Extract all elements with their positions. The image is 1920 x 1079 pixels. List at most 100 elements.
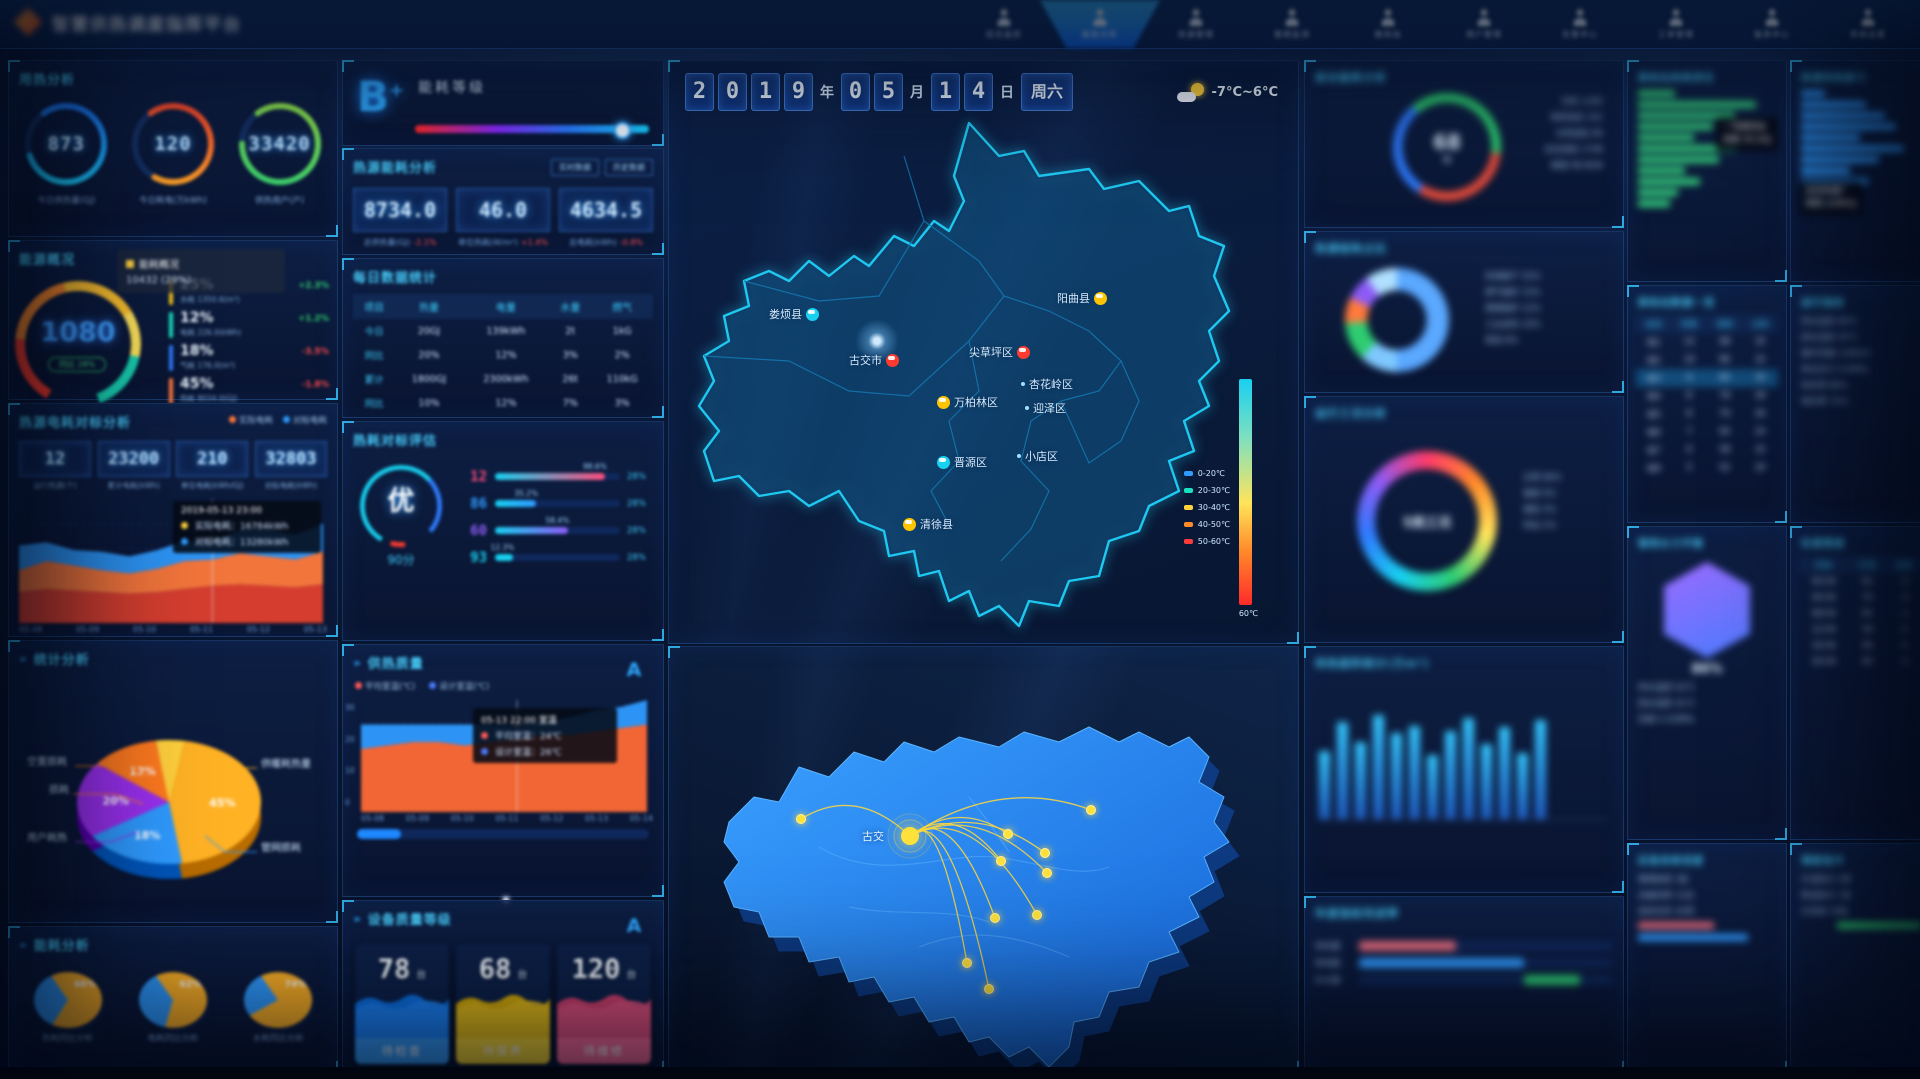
region-map-svg[interactable] xyxy=(669,61,1298,643)
table-header-row: 项目 热量 电量 水量 燃气 xyxy=(353,294,653,319)
x-tick: 05-08 xyxy=(361,814,385,823)
device-card-2[interactable]: 120 台待维修 xyxy=(557,944,651,1064)
flow-map-svg[interactable] xyxy=(669,647,1298,1072)
region-name: 杏花岭区 xyxy=(1029,378,1073,391)
svg-text:20%: 20% xyxy=(103,794,129,807)
mode-button-0[interactable]: 实时数据 xyxy=(551,159,599,176)
table-cell: 2300kWh xyxy=(483,373,529,385)
table-row: 站2 10 86 32 xyxy=(1636,351,1778,369)
panel-heating-quality: » 供热质量 A 平均室温(℃) 设计室温(℃) 30 20 10 0 05-13 22:… xyxy=(342,644,664,903)
chart-scrollbar[interactable] xyxy=(357,829,649,839)
nav-item-0[interactable]: 综合监控 xyxy=(956,0,1052,48)
map-region-label[interactable]: 晋源区 xyxy=(937,454,987,470)
table-cell: 今日 xyxy=(364,327,384,338)
h-bar xyxy=(1801,90,1825,97)
nav-item-1[interactable]: 能耗分析 xyxy=(1052,0,1148,48)
nav-item-5[interactable]: 用户管理 xyxy=(1436,0,1532,48)
nav-item-label: 综合监控 xyxy=(986,29,1022,39)
annual-label: 供热量 xyxy=(1315,942,1341,952)
nav-item-2[interactable]: 热源管理 xyxy=(1148,0,1244,48)
temperature-range: -7°C~6°C xyxy=(1211,85,1278,100)
legend-item[interactable]: 实际电耗 xyxy=(228,414,273,426)
mode-button-1[interactable]: 历史数据 xyxy=(605,159,653,176)
energy-label: 热耗 8034.0(GJ) xyxy=(180,394,238,403)
legend-color-dot xyxy=(1183,488,1193,493)
scrollbar-handle[interactable] xyxy=(357,829,401,839)
region-name: 尖草坪区 xyxy=(969,346,1013,359)
small-pie-1: 62% 电耗同比分析 xyxy=(123,961,223,1044)
chart-tooltip: 古交热源厂 供热 1286GJ xyxy=(1799,181,1864,215)
cell: 04:00 xyxy=(1811,593,1837,603)
info-row-3: 工业余热 10% xyxy=(1485,320,1541,330)
weather-icon xyxy=(886,353,899,367)
value-delta: -2.1% xyxy=(413,238,437,247)
value-box-0: 8734.0 总供热量(GJ) -2.1% xyxy=(353,188,447,248)
eval-bar-fill xyxy=(495,473,605,480)
cell: 站6 xyxy=(1646,428,1661,438)
panel-r3-metrics: 运行指标 供水温度 68℃ 回水温度 45℃ 循环流量 1280t/h 供水压力 0.… xyxy=(1790,285,1920,523)
nav-item-9[interactable]: 系统设置 xyxy=(1820,0,1916,48)
device-card-1[interactable]: 68 台待保养 xyxy=(456,944,550,1064)
nav-item-6[interactable]: 告警中心 xyxy=(1532,0,1628,48)
panel-title: » 设备质量等级 xyxy=(353,911,452,929)
date-digit: 1 xyxy=(931,73,960,111)
grade-score: 90分 xyxy=(387,553,415,567)
map-region-label[interactable]: 小店区 xyxy=(1017,448,1058,464)
nav-item-7[interactable]: 工单管理 xyxy=(1628,0,1724,48)
user-icon xyxy=(997,9,1011,26)
map-region-label[interactable]: 古交市 xyxy=(849,352,899,368)
map-region-label[interactable]: 迎泽区 xyxy=(1025,400,1066,416)
hexagon-indicator xyxy=(1664,562,1750,658)
gauge-2: 33420 供热用户(户) xyxy=(230,96,330,206)
gauge-label: 今日耗电(万kWh) xyxy=(139,196,207,206)
nav-item-label: 换热站 xyxy=(1374,29,1402,39)
map-region-label[interactable]: 尖草坪区 xyxy=(969,344,1030,360)
cell: -2 xyxy=(1900,577,1909,587)
eval-bar-fill xyxy=(495,527,568,534)
map-legend-item: 50-60℃ xyxy=(1183,533,1230,550)
energy-row-2: 18% 气耗 176.0(m³) -3.5% xyxy=(169,344,329,371)
table-cell: 12% xyxy=(495,397,517,409)
map-region-label[interactable]: 阳曲县 xyxy=(1057,290,1107,306)
legend-item[interactable]: 平均室温(℃) xyxy=(355,680,415,692)
map-region-label[interactable]: 娄烦县 xyxy=(769,306,819,322)
chevron-icon: » xyxy=(353,655,362,670)
panel-energy-overview: 能源概况 1080 同比 28% 能耗概况 10432 (29%) 25%水耗 … xyxy=(8,240,338,407)
cell: 10 xyxy=(1683,355,1695,365)
legend-item[interactable]: 设计室温(℃) xyxy=(429,680,489,692)
energy-row-1: 12% 电耗 226.0(kWh) +1.2% xyxy=(169,311,329,338)
map-region-label[interactable]: 万柏林区 xyxy=(937,394,998,410)
map-region-label[interactable]: 清徐县 xyxy=(903,516,953,532)
table-cell: 同比 xyxy=(364,351,384,362)
panel-title: 负荷预测 xyxy=(1801,539,1845,550)
nav-item-4[interactable]: 换热站 xyxy=(1340,0,1436,48)
legend-item[interactable]: 对标电耗 xyxy=(282,414,327,426)
h-bar xyxy=(1638,145,1738,152)
card-action-label[interactable]: 待检查 xyxy=(355,1038,449,1064)
info-row-0: 供水温度 68℃ xyxy=(1801,317,1859,327)
region-name: 晋源区 xyxy=(954,456,987,469)
panel-title: 热源供热能力 xyxy=(1801,73,1867,84)
date-digit: 5 xyxy=(874,73,903,111)
bar-row xyxy=(1638,156,1776,163)
nav-item-3[interactable]: 管网监测 xyxy=(1244,0,1340,48)
device-card-0[interactable]: 78 台待检查 xyxy=(355,944,449,1064)
chevron-icon: » xyxy=(19,651,28,666)
map-region-label[interactable]: 杏花岭区 xyxy=(1021,376,1073,392)
cell: 站7 xyxy=(1646,446,1661,456)
card-action-label[interactable]: 待保养 xyxy=(456,1038,550,1064)
stat-box-3: 32803 对标电耗(kWh) xyxy=(254,441,327,491)
info-row-0: 热电联产 55% xyxy=(1485,272,1541,282)
h-bar xyxy=(1801,101,1866,108)
card-action-label[interactable]: 待维修 xyxy=(557,1038,651,1064)
panel-device-grade: » 设备质量等级 A 78 台待检查 68 台待保养 120 台待维修 xyxy=(342,900,664,1073)
nav-item-8[interactable]: 报表中心 xyxy=(1724,0,1820,48)
nav-menu: 综合监控 能耗分析 热源管理 管网监测 换热站 用户管理 告警中心 工单管理 报表中心 系统设置 xyxy=(956,0,1916,48)
svg-text:空置损耗: 空置损耗 xyxy=(27,755,67,768)
gauge-0: 873 今日供热量(GJ) xyxy=(16,96,116,206)
info-row-1: 回水温度 45℃ xyxy=(1801,333,1859,343)
table-cell: 2t xyxy=(565,325,576,337)
pie-caption: 热耗同比分析 xyxy=(42,1034,94,1044)
legend-color-dot xyxy=(1183,539,1193,544)
table-row: 站3 9 80 30 xyxy=(1636,369,1778,387)
